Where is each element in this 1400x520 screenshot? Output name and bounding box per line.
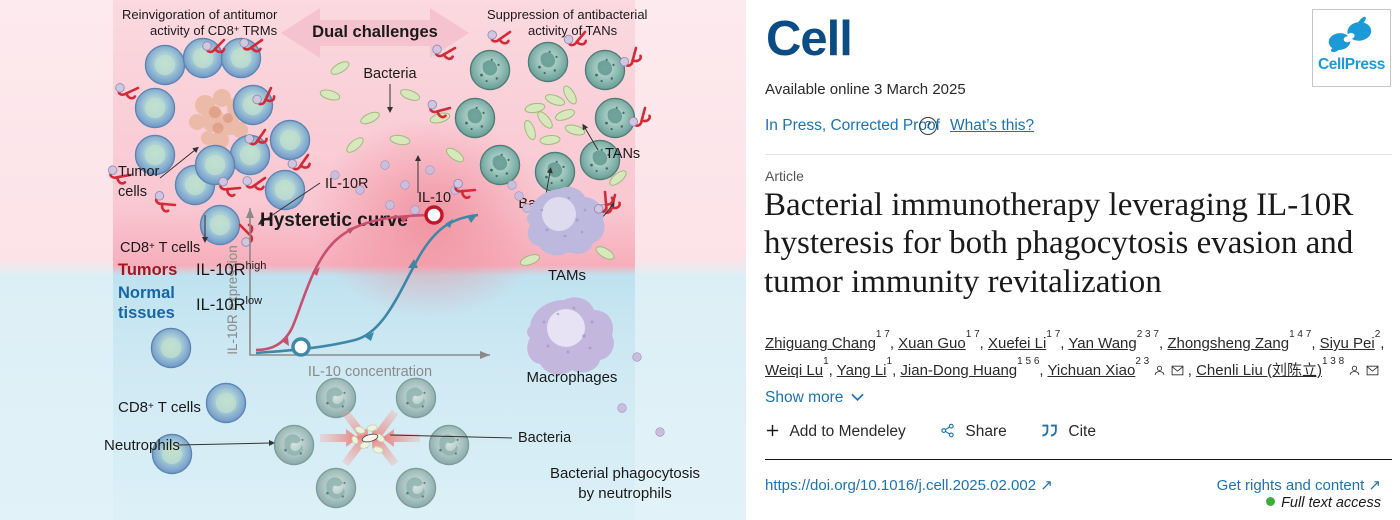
- svg-text:Bacterial phagocytosis: Bacterial phagocytosis: [550, 465, 700, 482]
- svg-text:Tumors: Tumors: [118, 261, 177, 279]
- svg-text:CD8+ T cells: CD8+ T cells: [120, 240, 200, 256]
- svg-text:by neutrophils: by neutrophils: [578, 485, 671, 502]
- svg-text:IL-10: IL-10: [418, 190, 451, 206]
- svg-text:tissues: tissues: [118, 304, 175, 322]
- svg-text:CD8+ T cells: CD8+ T cells: [118, 399, 201, 416]
- svg-text:Suppression of antibacterial: Suppression of antibacterial: [487, 7, 648, 22]
- svg-text:Reinvigoration of antitumor: Reinvigoration of antitumor: [122, 7, 278, 22]
- svg-text:activity of TANs: activity of TANs: [528, 23, 618, 38]
- svg-text:cells: cells: [118, 184, 147, 200]
- svg-text:Bacteria: Bacteria: [363, 66, 417, 82]
- svg-text:Bacteria: Bacteria: [518, 430, 572, 446]
- svg-text:activity of CD8+ TRMs: activity of CD8+ TRMs: [150, 23, 278, 38]
- svg-text:Neutrophils: Neutrophils: [104, 437, 180, 454]
- svg-text:IL-10 concentration: IL-10 concentration: [308, 364, 432, 380]
- svg-text:Normal: Normal: [118, 284, 175, 302]
- svg-text:TANs: TANs: [605, 146, 640, 162]
- svg-text:Dual challenges: Dual challenges: [312, 23, 438, 41]
- svg-text:TAMs: TAMs: [548, 267, 586, 284]
- svg-text:Tumor: Tumor: [118, 164, 160, 180]
- svg-text:Hysteretic curve: Hysteretic curve: [260, 210, 408, 231]
- svg-text:Macrophages: Macrophages: [527, 369, 618, 386]
